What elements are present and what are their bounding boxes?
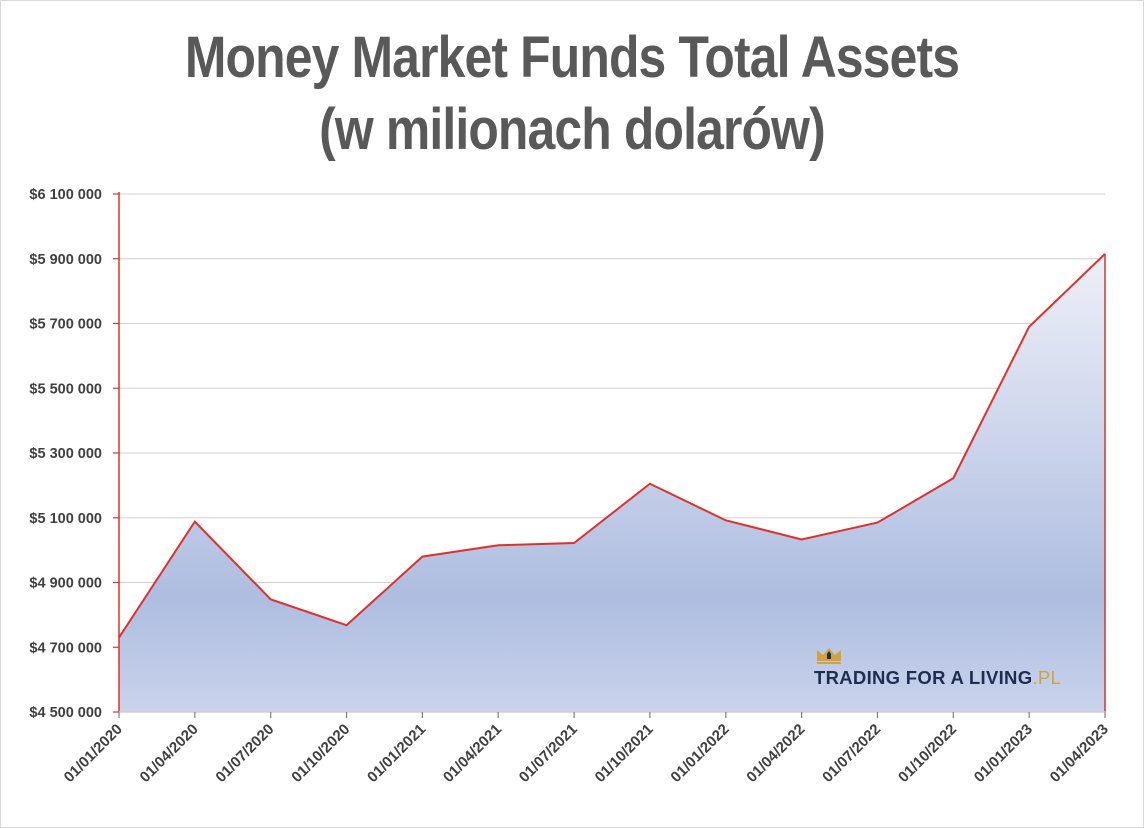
x-tick-label: 01/04/2021 xyxy=(440,721,505,786)
x-tick-label: 01/07/2022 xyxy=(819,721,884,786)
x-tick-label: 01/10/2021 xyxy=(592,721,657,786)
y-tick-label: $5 700 000 xyxy=(29,317,102,333)
x-tick-label: 01/07/2020 xyxy=(212,721,277,786)
y-tick-label: $4 900 000 xyxy=(29,576,102,592)
x-tick-label: 01/01/2022 xyxy=(667,721,732,786)
y-tick-label: $4 700 000 xyxy=(29,640,102,656)
x-tick-label: 01/10/2020 xyxy=(288,721,353,786)
x-tick-label: 01/01/2020 xyxy=(61,721,126,786)
logo: TRADING FOR A LIVING.PL xyxy=(814,646,1061,689)
chart-subtitle: (w milionach dolarów) xyxy=(319,97,826,162)
crown-icon xyxy=(817,648,841,664)
area-fill xyxy=(119,253,1105,713)
x-axis-ticks: 01/01/2020 01/04/2020 01/07/2020 01/10/2020… xyxy=(61,712,1112,786)
axes xyxy=(118,192,1106,713)
y-tick-label: $6 100 000 xyxy=(29,187,102,203)
y-tick-label: $5 900 000 xyxy=(29,252,102,268)
series-line xyxy=(118,253,1106,639)
logo-suffix: .PL xyxy=(1032,667,1062,688)
x-tick-label: 01/04/2022 xyxy=(743,721,808,786)
logo-text: TRADING FOR A LIVING.PL xyxy=(814,667,1061,689)
y-tick-label: $5 500 000 xyxy=(29,381,102,397)
chart-title: Money Market Funds Total Assets xyxy=(184,25,960,90)
area-series xyxy=(118,253,1106,713)
x-tick-label: 01/01/2021 xyxy=(364,721,429,786)
y-tick-label: $5 300 000 xyxy=(29,446,102,462)
y-tick-label: $5 100 000 xyxy=(29,511,102,527)
x-tick-label: 01/04/2020 xyxy=(137,721,202,786)
x-tick-label: 01/04/2023 xyxy=(1047,721,1112,786)
y-tick-label: $4 500 000 xyxy=(29,705,102,721)
x-tick-label: 01/01/2023 xyxy=(971,721,1036,786)
chart-title-block: Money Market Funds Total Assets (w milio… xyxy=(80,22,1064,166)
x-tick-label: 01/10/2022 xyxy=(895,721,960,786)
logo-name: TRADING FOR A LIVING xyxy=(814,667,1033,688)
x-tick-label: 01/07/2021 xyxy=(516,721,581,786)
y-axis-ticks: $4 500 000 $4 700 000 $4 900 000 $5 100 000… xyxy=(29,187,119,721)
